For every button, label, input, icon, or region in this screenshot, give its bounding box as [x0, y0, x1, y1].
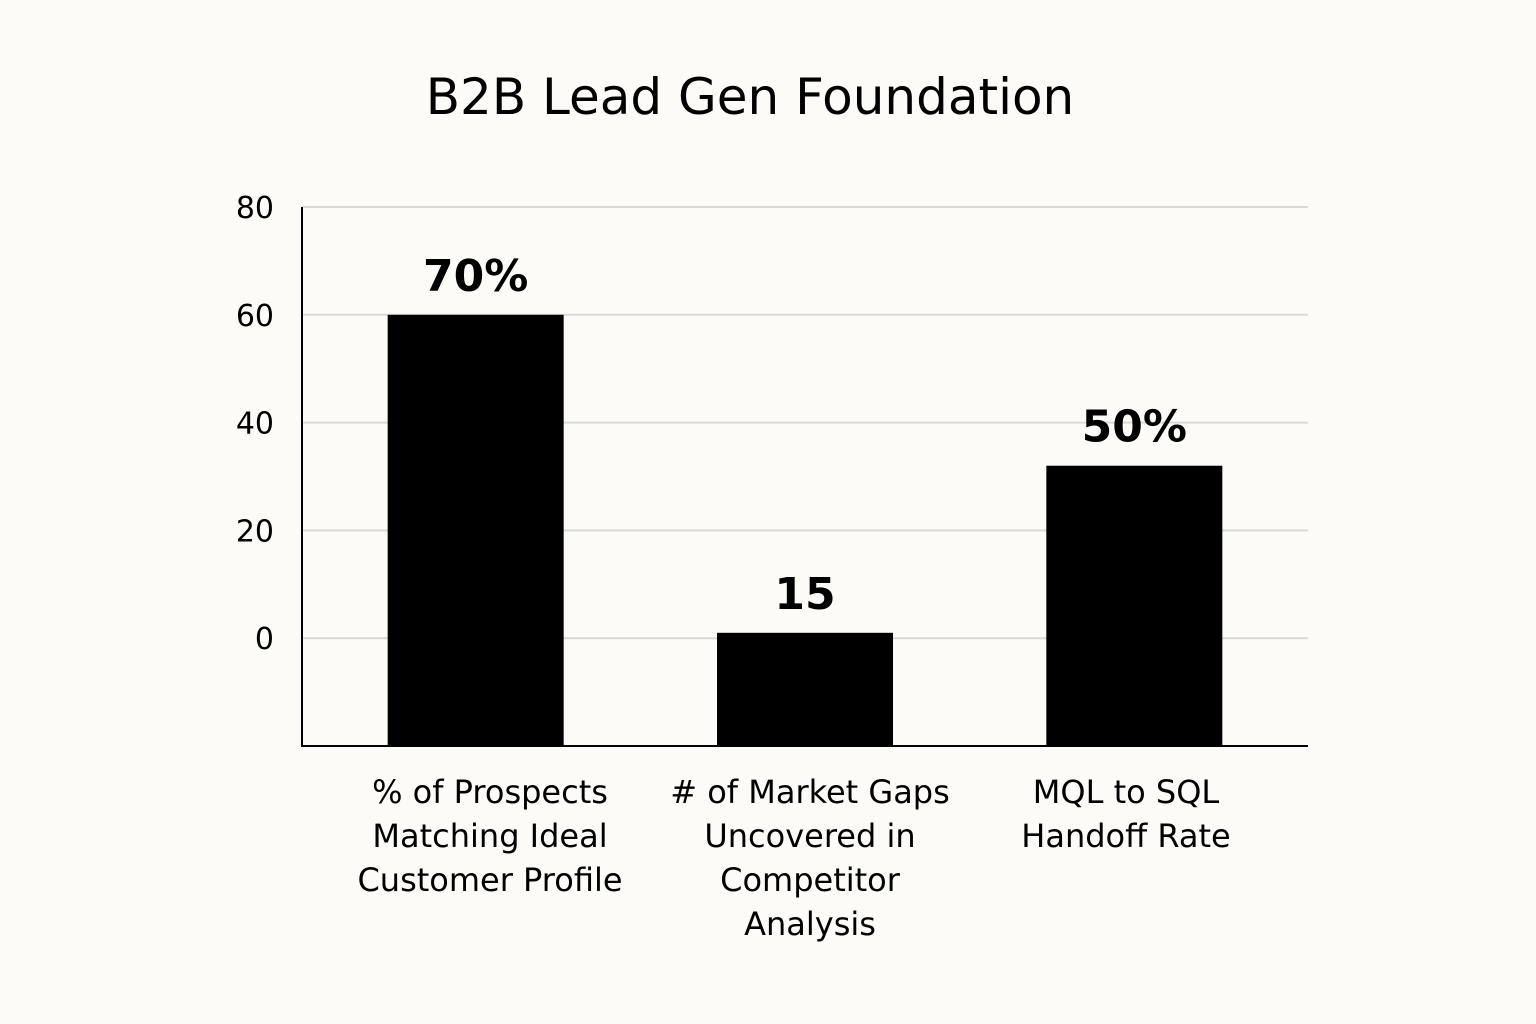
bar: [1046, 465, 1223, 746]
category-label: # of Market Gaps Uncovered in Competitor…: [670, 773, 950, 943]
y-tick-label: 20: [236, 514, 274, 549]
data-label: 50%: [1082, 402, 1187, 453]
y-tick-label: 0: [255, 622, 274, 657]
bar: [717, 632, 893, 746]
y-tick-label: 60: [236, 299, 274, 334]
data-label: 15: [774, 569, 835, 620]
y-tick-label: 40: [236, 407, 274, 442]
y-tick-label: 80: [236, 191, 274, 226]
bar: [387, 314, 564, 746]
category-label: % of Prospects Matching Ideal Customer P…: [357, 773, 623, 899]
data-label: 70%: [423, 251, 528, 302]
category-label: MQL to SQL Handoff Rate: [1021, 773, 1231, 855]
chart-title: B2B Lead Gen Foundation: [425, 68, 1075, 126]
